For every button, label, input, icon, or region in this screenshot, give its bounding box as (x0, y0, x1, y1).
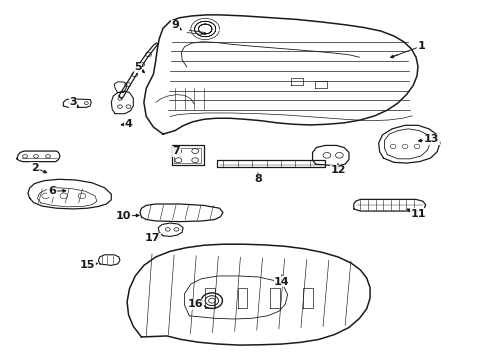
Text: 8: 8 (254, 174, 261, 184)
Text: 2: 2 (31, 163, 39, 173)
Text: 14: 14 (273, 276, 289, 287)
Text: 9: 9 (171, 21, 179, 31)
Text: 12: 12 (329, 165, 345, 175)
Text: 1: 1 (417, 41, 425, 51)
Text: 3: 3 (69, 98, 77, 107)
Text: 17: 17 (144, 233, 160, 243)
Text: 10: 10 (116, 211, 131, 221)
Text: 4: 4 (124, 118, 132, 129)
Text: 11: 11 (409, 208, 425, 219)
Text: 6: 6 (48, 186, 56, 196)
Text: 13: 13 (423, 134, 438, 144)
Text: 7: 7 (172, 146, 180, 156)
Text: 15: 15 (80, 260, 95, 270)
Text: 5: 5 (134, 62, 142, 72)
Text: 16: 16 (187, 299, 203, 309)
